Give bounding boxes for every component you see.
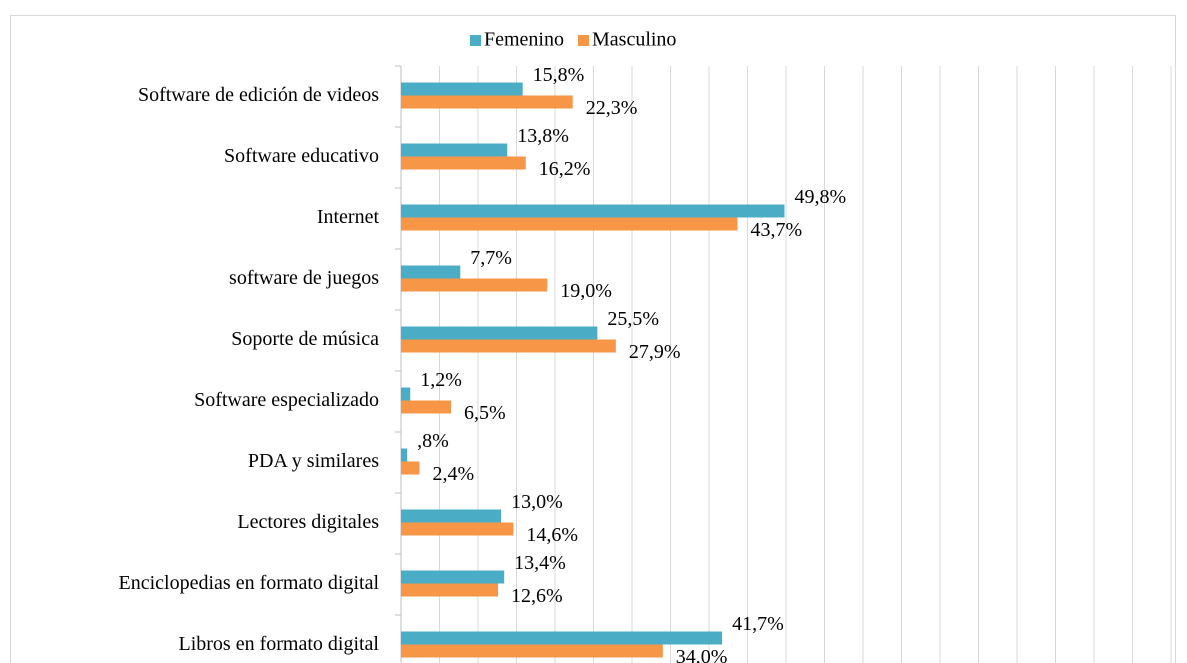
- data-label: 12,6%: [511, 585, 563, 607]
- data-label: 13,8%: [517, 125, 569, 147]
- legend-label: Femenino: [484, 29, 564, 51]
- data-label: 6,5%: [464, 402, 506, 424]
- bar: [401, 387, 411, 401]
- data-label: 7,7%: [470, 247, 512, 269]
- bar: [401, 217, 738, 231]
- bar: [401, 95, 573, 109]
- y-tick-label: Enciclopedias en formato digital: [119, 572, 380, 594]
- bar: [401, 326, 598, 340]
- data-label: 16,2%: [539, 158, 591, 180]
- data-label: 34,0%: [676, 646, 728, 663]
- legend-label: Masculino: [592, 29, 676, 51]
- data-label: 13,4%: [514, 552, 566, 574]
- y-tick-label: PDA y similares: [248, 450, 379, 472]
- data-label: 49,8%: [794, 186, 846, 208]
- y-tick-label: Software educativo: [224, 145, 379, 167]
- bar: [401, 631, 723, 645]
- bar: [401, 265, 461, 279]
- data-label: 41,7%: [732, 613, 784, 635]
- bar: [401, 400, 452, 414]
- y-tick-label: Libros en formato digital: [178, 633, 379, 655]
- data-label: 13,0%: [511, 491, 563, 513]
- y-tick-label: Software especializado: [194, 389, 379, 411]
- bar: [401, 461, 420, 475]
- legend-swatch: [578, 35, 589, 46]
- bar: [401, 156, 526, 170]
- bar: [401, 570, 505, 584]
- data-label: 14,6%: [526, 524, 578, 546]
- bar: [401, 278, 548, 292]
- bar: [401, 82, 523, 96]
- data-label: 27,9%: [629, 341, 681, 363]
- data-label: 25,5%: [607, 308, 659, 330]
- y-tick-label: Soporte de música: [231, 328, 379, 350]
- data-label: 43,7%: [750, 219, 802, 241]
- data-label: 22,3%: [586, 97, 638, 119]
- plot: 15,8%22,3% 13,8% 16,2% 49,8% 43,7% 7,7% 19,0% 2…: [401, 64, 846, 663]
- bar: [401, 339, 616, 353]
- data-label: ,8%: [417, 430, 449, 452]
- y-tick-label: Software de edición de videos: [138, 84, 379, 106]
- y-tick-label: Internet: [317, 206, 380, 228]
- y-tick-label: software de juegos: [229, 267, 379, 289]
- bar: [401, 448, 408, 462]
- data-label: 2,4%: [432, 463, 474, 485]
- bar: [401, 204, 785, 218]
- bar: [401, 522, 514, 536]
- y-tick-label: Lectores digitales: [237, 511, 379, 533]
- bar: [401, 644, 663, 658]
- data-label: 15,8%: [533, 64, 585, 86]
- data-label: 1,2%: [420, 369, 462, 391]
- data-label: 19,0%: [560, 280, 612, 302]
- bar: [401, 583, 499, 597]
- legend-swatch: [470, 35, 481, 46]
- bar: [401, 509, 502, 523]
- bar: [401, 143, 508, 157]
